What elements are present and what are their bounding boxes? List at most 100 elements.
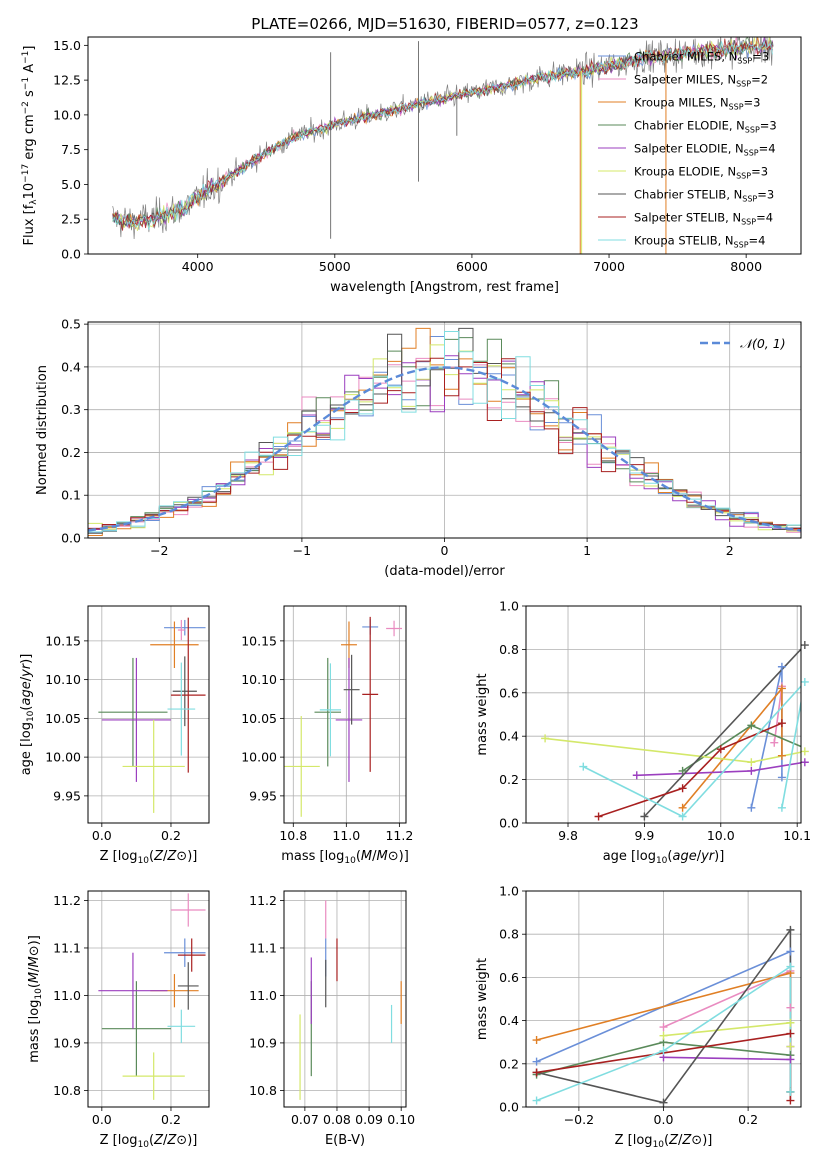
weight-point-marker <box>777 803 786 812</box>
weight-series-line <box>582 684 801 818</box>
weight-point-marker <box>532 1036 541 1045</box>
y-tick-label: 10.8 <box>249 1083 277 1098</box>
y-tick-label: 10.8 <box>53 1083 81 1098</box>
x-label-part: ( <box>149 1133 154 1148</box>
y-label-part: −1 <box>21 77 31 90</box>
x-label-part: 10 <box>656 856 668 866</box>
y-tick-label: 10.9 <box>249 1035 277 1050</box>
x-label-part: Z [log <box>100 1133 138 1148</box>
x-tick-label: 0.08 <box>323 1112 351 1127</box>
y-tick-label: 15.0 <box>53 38 81 53</box>
weight-point-marker <box>786 1029 795 1038</box>
legend-label: Kroupa STELIB, NSSP=4 <box>634 234 765 250</box>
y-tick-label: 9.95 <box>249 788 277 803</box>
x-tick-label: 9.9 <box>634 828 654 843</box>
legend-label: Kroupa MILES, NSSP=3 <box>634 96 760 112</box>
x-tick-label: 10.8 <box>279 828 307 843</box>
weight-point-marker <box>678 784 687 793</box>
x-tick-label: 10.1 <box>783 828 811 843</box>
x-label-part: M <box>361 849 372 864</box>
histogram-series <box>88 331 801 538</box>
x-label-part: Z⊙ <box>166 849 187 864</box>
weight-point-marker <box>800 641 809 650</box>
weight-point-marker <box>786 1042 795 1051</box>
legend-subscript: SSP <box>741 218 756 227</box>
weight-point-marker <box>532 1057 541 1066</box>
normal-pdf-line <box>88 366 801 532</box>
y-label-part: −2 <box>21 101 31 114</box>
x-label-part: Z <box>153 849 164 864</box>
legend-label: Chabrier MILES, NSSP=3 <box>634 50 769 66</box>
x-label-part: Z⊙ <box>681 1133 702 1148</box>
y-label-part: yr <box>19 662 34 678</box>
x-axis-label: age [log10(age/yr)] <box>603 849 725 866</box>
legend-label: Salpeter ELODIE, NSSP=4 <box>634 142 776 158</box>
weight-point-marker <box>786 1003 795 1012</box>
x-label-part: Z [log <box>100 849 138 864</box>
x-label-part: M⊙ <box>377 849 399 864</box>
y-label-part: M <box>27 972 42 983</box>
x-tick-label: 0.10 <box>387 1112 415 1127</box>
weight-point-marker <box>632 771 641 780</box>
weight-series-line <box>643 647 801 818</box>
x-axis-label: (data-model)/error <box>384 564 505 579</box>
panel-spectrum: 4000 5000 6000 7000 8000 0.0 2.5 5.0 7.5 10.0 12.5… <box>21 36 802 295</box>
y-tick-label: 0.2 <box>499 772 519 787</box>
panel-weight_vs_Z: −0.2 0.0 0.2 0.0 0.2 0.4 0.6 0.8 1.0 Z [log10(Z/Z… <box>475 884 802 1150</box>
axes-frame <box>87 605 210 824</box>
y-label-part: ( <box>27 983 42 988</box>
axes-frame <box>283 890 407 1108</box>
weight-point-marker <box>786 1018 795 1027</box>
x-label-part: 10 <box>653 1140 665 1150</box>
axes-frame <box>87 321 802 539</box>
y-tick-label: 11.1 <box>53 940 81 955</box>
weight-point-marker <box>786 1055 795 1064</box>
y-axis-label: Flux [fλ10−17 erg cm−2 s−1 A−1] <box>21 46 39 246</box>
x-axis-label: E(B-V) <box>325 1133 365 1148</box>
y-label-part: )] <box>19 654 34 664</box>
y-axis-label: mass [log10(M/M⊙)] <box>27 935 44 1063</box>
y-tick-label: 11.2 <box>249 893 277 908</box>
legend-subscript: SSP <box>736 80 751 89</box>
plot-area-age_vs_Z <box>98 617 206 813</box>
x-label-part: )] <box>702 1133 712 1148</box>
x-label-part: ( <box>356 849 361 864</box>
weight-point-marker <box>747 721 756 730</box>
y-tick-label: 0.0 <box>499 816 519 831</box>
x-label-part: E(B-V) <box>325 1133 365 1148</box>
weight-point-marker <box>786 1087 795 1096</box>
y-label-part: mass weight <box>475 673 490 755</box>
model-spectrum-line <box>112 40 773 230</box>
x-tick-label: 0.0 <box>92 1112 112 1127</box>
legend-series-name: Chabrier STELIB, N <box>634 188 742 202</box>
x-label-part: yr <box>700 849 716 864</box>
weight-point-marker <box>777 773 786 782</box>
x-label-part: )] <box>714 849 724 864</box>
weight-series-line <box>536 965 792 1102</box>
y-label-part: age <box>19 681 34 705</box>
y-label-part: erg cm <box>22 114 37 163</box>
legend-subscript: SSP <box>729 103 744 112</box>
y-tick-label: 0.4 <box>61 359 81 374</box>
legend-count: =3 <box>744 96 761 110</box>
x-label-part: Z <box>153 1133 164 1148</box>
y-tick-label: 0.0 <box>61 247 81 262</box>
legend-series-name: Salpeter ELODIE, N <box>634 142 744 156</box>
x-tick-label: 0.0 <box>92 828 112 843</box>
x-axis-label: mass [log10(M/M⊙)] <box>281 849 409 866</box>
panel-age_vs_mass: 10.8 11.0 11.2 9.95 10.00 10.05 10.10 10.15 mass… <box>241 605 413 866</box>
weight-point-marker <box>777 719 786 728</box>
x-tick-label: 7000 <box>593 259 625 274</box>
y-tick-label: 0.0 <box>61 531 81 546</box>
weight-point-marker <box>678 812 687 821</box>
x-tick-label: 1 <box>583 543 591 558</box>
plot-area-mass_vs_ebv <box>299 900 402 1100</box>
y-tick-label: 0.3 <box>61 402 81 417</box>
y-label-part: mass [log <box>27 1000 42 1063</box>
y-tick-label: 0.0 <box>499 1100 519 1115</box>
x-label-part: ( <box>664 1133 669 1148</box>
y-tick-label: 9.95 <box>53 788 81 803</box>
panel-residuals: −2 −1 0 1 2 0.0 0.1 0.2 0.3 0.4 0.5 (data-model)/er… <box>35 317 802 579</box>
